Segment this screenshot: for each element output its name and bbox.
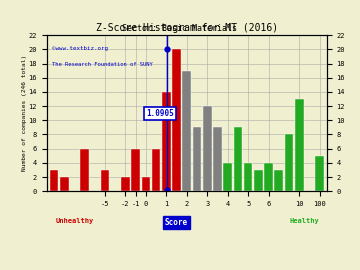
Bar xyxy=(152,149,161,191)
Bar xyxy=(234,127,242,191)
Bar xyxy=(121,177,130,191)
Bar xyxy=(295,99,303,191)
Text: Healthy: Healthy xyxy=(289,218,319,224)
Bar xyxy=(254,170,263,191)
Bar xyxy=(315,156,324,191)
Title: Z-Score Histogram for MT (2016): Z-Score Histogram for MT (2016) xyxy=(96,23,278,33)
Text: Sector: Basic Materials: Sector: Basic Materials xyxy=(122,24,238,33)
Bar xyxy=(172,49,181,191)
Bar xyxy=(244,163,252,191)
Text: ©www.textbiz.org: ©www.textbiz.org xyxy=(53,46,108,51)
Bar xyxy=(101,170,109,191)
Text: 1.0905: 1.0905 xyxy=(146,109,174,118)
Bar xyxy=(264,163,273,191)
Bar xyxy=(131,149,140,191)
Bar xyxy=(285,134,293,191)
Bar xyxy=(203,106,212,191)
Text: The Research Foundation of SUNY: The Research Foundation of SUNY xyxy=(53,62,153,67)
Bar xyxy=(223,163,232,191)
Text: Unhealthy: Unhealthy xyxy=(55,218,94,224)
Bar xyxy=(193,127,201,191)
Bar xyxy=(50,170,58,191)
Y-axis label: Number of companies (246 total): Number of companies (246 total) xyxy=(22,55,27,171)
Bar xyxy=(141,177,150,191)
Bar xyxy=(80,149,89,191)
Bar xyxy=(162,92,171,191)
Bar xyxy=(274,170,283,191)
Bar xyxy=(213,127,222,191)
Text: Score: Score xyxy=(165,218,188,227)
Bar xyxy=(60,177,68,191)
Bar xyxy=(183,71,191,191)
